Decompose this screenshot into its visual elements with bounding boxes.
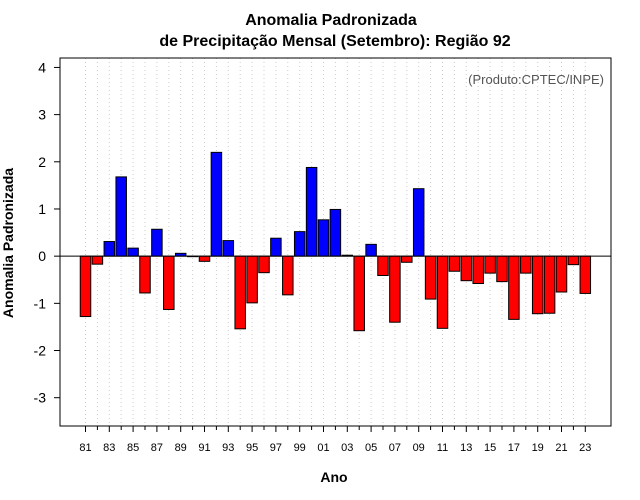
bar-2006 xyxy=(377,255,389,276)
x-tick-label: 19 xyxy=(532,442,544,454)
y-tick-label: 4 xyxy=(38,59,46,75)
bar-1984 xyxy=(115,176,127,257)
x-tick-label: 21 xyxy=(555,442,567,454)
chart-title: Anomalia Padronizada xyxy=(245,12,417,29)
y-axis: -3 -2 -1 0 1 2 3 4 xyxy=(34,59,60,406)
y-tick-label: 1 xyxy=(38,201,46,217)
bar-1995 xyxy=(246,255,258,304)
bar-2010 xyxy=(424,255,437,300)
x-tick-label: 87 xyxy=(151,442,163,454)
y-tick-label: -2 xyxy=(34,343,47,359)
bar-2011 xyxy=(436,255,449,329)
x-tick-label: 15 xyxy=(484,442,496,454)
x-tick-label: 93 xyxy=(222,442,234,454)
x-tick-label: 05 xyxy=(365,442,377,454)
bar-2008 xyxy=(401,255,413,263)
bar-2019 xyxy=(531,255,544,315)
x-tick-label: 85 xyxy=(127,442,139,454)
bar-2016 xyxy=(496,255,508,283)
bar-1997 xyxy=(270,237,282,257)
y-tick-label: -1 xyxy=(34,295,47,311)
x-tick-label: 97 xyxy=(270,442,282,454)
y-tick-label: 3 xyxy=(38,107,46,123)
bars xyxy=(79,151,592,332)
bar-1994 xyxy=(234,255,246,330)
x-tick-label: 95 xyxy=(246,442,258,454)
x-tick-label: 07 xyxy=(389,442,401,454)
bar-1993 xyxy=(222,240,235,257)
bar-2023 xyxy=(579,255,592,294)
bar-1986 xyxy=(139,255,151,294)
y-tick-label: -3 xyxy=(34,390,47,406)
x-tick-label: 89 xyxy=(175,442,187,454)
y-axis-title: Anomalia Padronizada xyxy=(0,168,16,318)
bar-1987 xyxy=(151,228,163,257)
x-axis-title: Ano xyxy=(320,469,347,485)
x-tick-label: 03 xyxy=(341,442,353,454)
y-tick-label: 0 xyxy=(38,248,46,264)
bar-1998 xyxy=(282,255,294,296)
bar-1992 xyxy=(210,151,223,257)
x-tick-label: 99 xyxy=(294,442,306,454)
bar-1988 xyxy=(163,255,175,310)
bar-1981 xyxy=(79,255,92,318)
x-tick-label: 91 xyxy=(198,442,210,454)
x-tick-label: 11 xyxy=(437,442,448,454)
bar-2012 xyxy=(448,255,461,272)
x-tick-label: 23 xyxy=(579,442,591,454)
bar-2001 xyxy=(317,219,330,257)
x-tick-label: 81 xyxy=(79,442,91,454)
bar-2018 xyxy=(520,255,532,274)
bar-2020 xyxy=(543,255,556,314)
credit-label: (Produto:CPTEC/INPE) xyxy=(468,72,604,87)
bar-2005 xyxy=(365,243,377,257)
x-axis: 81 83 85 87 89 91 93 95 97 99 01 03 05 07 09 11 13 15 17 19… xyxy=(79,426,591,454)
bar-2021 xyxy=(555,255,568,293)
bar-2000 xyxy=(305,166,318,257)
bar-2015 xyxy=(484,255,496,274)
bar-1982 xyxy=(91,255,104,265)
bar-2007 xyxy=(389,255,401,323)
x-tick-label: 17 xyxy=(508,442,520,454)
bar-2013 xyxy=(460,255,473,282)
bar-1983 xyxy=(103,241,116,257)
bar-2009 xyxy=(412,188,425,257)
bar-2004 xyxy=(353,255,365,332)
x-tick-label: 09 xyxy=(413,442,425,454)
x-tick-label: 13 xyxy=(460,442,472,454)
bar-2017 xyxy=(508,255,520,320)
chart-subtitle: de Precipitação Mensal (Setembro): Regiã… xyxy=(159,33,510,50)
bar-1999 xyxy=(293,231,306,257)
bar-2022 xyxy=(567,255,580,266)
bar-1985 xyxy=(127,247,139,257)
bar-2014 xyxy=(472,255,484,285)
x-tick-label: 83 xyxy=(103,442,115,454)
bar-2002 xyxy=(329,208,342,257)
x-tick-label: 01 xyxy=(317,442,329,454)
bar-1996 xyxy=(258,255,270,274)
bar-1991 xyxy=(198,255,211,262)
y-tick-label: 2 xyxy=(38,154,46,170)
